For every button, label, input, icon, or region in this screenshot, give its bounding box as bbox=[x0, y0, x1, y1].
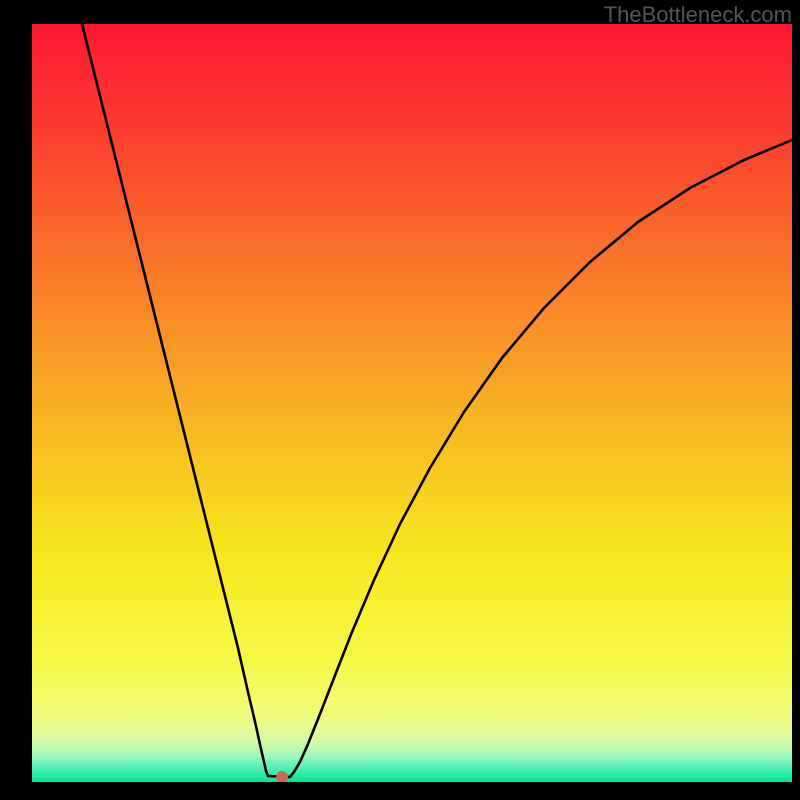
plot-area bbox=[32, 24, 792, 782]
plot-svg bbox=[32, 24, 792, 782]
watermark-text: TheBottleneck.com bbox=[604, 2, 792, 28]
chart-frame: TheBottleneck.com bbox=[0, 0, 800, 800]
plot-background bbox=[32, 24, 792, 782]
